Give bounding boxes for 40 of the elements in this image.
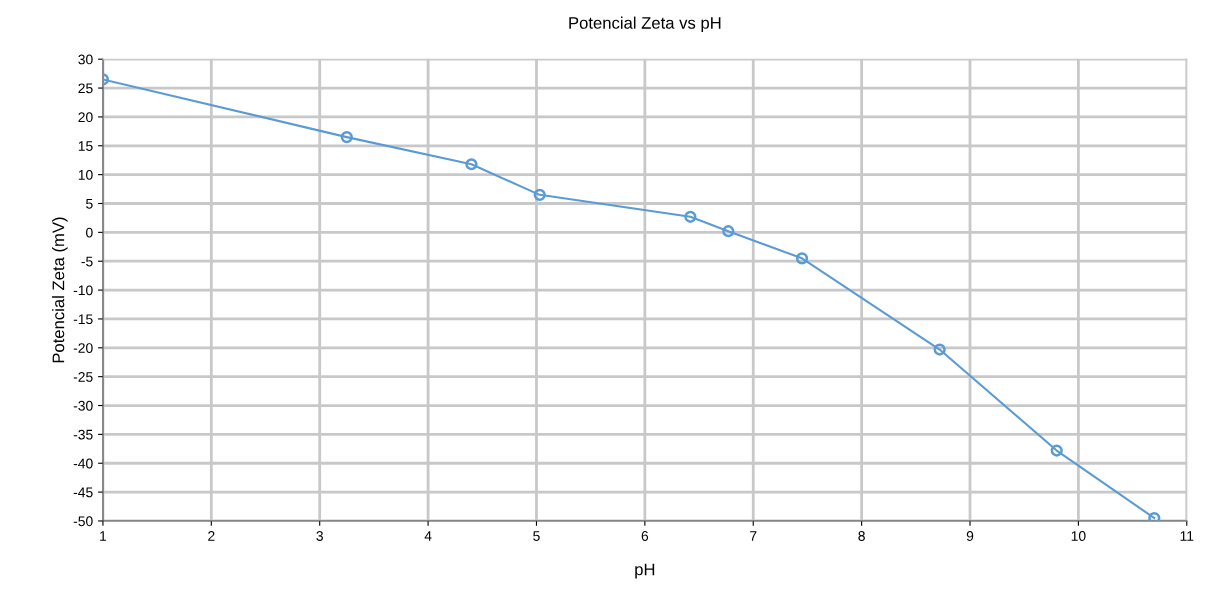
chart-title: Potencial Zeta vs pH <box>569 16 721 33</box>
x-tick-label: 9 <box>966 531 974 541</box>
y-tick-label: 25 <box>78 83 93 94</box>
y-tick-label: -15 <box>73 314 93 325</box>
x-tick-label: 1 <box>100 531 107 541</box>
y-tick-label: -50 <box>73 516 93 527</box>
y-tick-label: -10 <box>73 285 93 296</box>
y-tick-label: -45 <box>73 487 93 498</box>
y-tick-label: -30 <box>73 400 93 411</box>
y-tick-label: 0 <box>86 227 93 238</box>
y-tick-label: 20 <box>78 112 93 123</box>
y-tick-label: 5 <box>86 198 93 209</box>
y-tick-label: -35 <box>73 429 93 440</box>
x-tick-label: 2 <box>208 531 215 541</box>
x-tick-label: 5 <box>533 531 540 541</box>
x-tick-label: 8 <box>858 531 865 541</box>
y-tick-label: -5 <box>81 256 93 267</box>
x-tick-label: 7 <box>750 531 757 541</box>
y-tick-label: 10 <box>78 169 93 180</box>
x-tick-label: 4 <box>424 531 432 541</box>
y-tick-label: 15 <box>78 141 93 151</box>
y-tick-label: -25 <box>73 371 93 382</box>
y-axis-title: Potencial Zeta (mV) <box>52 217 68 363</box>
point <box>465 158 478 171</box>
x-tick-label: 11 <box>1180 531 1194 541</box>
point <box>795 252 809 265</box>
x-tick-label: 6 <box>641 531 649 541</box>
x-tick-label: 3 <box>316 531 323 541</box>
point <box>1050 444 1063 457</box>
point <box>684 210 697 223</box>
x-axis-title: pH <box>635 563 655 579</box>
y-tick-label: -20 <box>73 343 93 353</box>
y-tick-label: 30 <box>78 54 93 65</box>
point <box>1148 511 1161 521</box>
point <box>533 188 546 201</box>
point <box>340 131 353 144</box>
point <box>722 225 735 238</box>
y-tick-label: -40 <box>73 458 93 469</box>
point <box>933 343 946 356</box>
x-tick-label: 10 <box>1071 531 1086 541</box>
